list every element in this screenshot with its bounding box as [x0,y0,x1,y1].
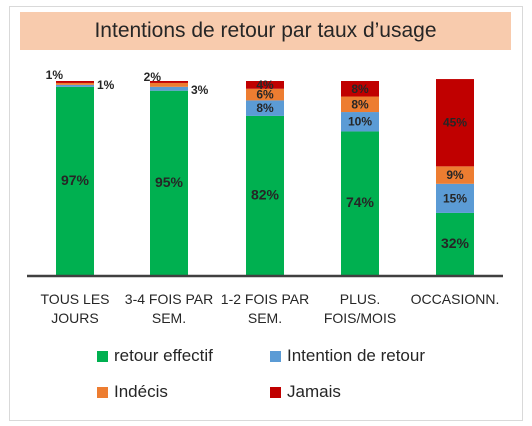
bar-intention-de-retour-0 [56,84,94,87]
bar-indecis-1 [150,82,188,87]
legend-label-jamais: Jamais [287,382,341,401]
data-label-jamais-2: 4% [256,78,274,92]
data-label-jamais-3: 8% [351,82,369,96]
bar-jamais-0 [56,81,94,83]
data-label-indecis-2: 6% [256,88,274,102]
data-label-indecis-3: 8% [351,97,369,111]
category-label-1-0: 3-4 FOIS PAR [125,291,213,307]
legend-item-retour-effectif: retour effectif [97,346,213,366]
bar-jamais-1 [150,81,188,83]
legend-swatch-intention-de-retour [270,350,281,362]
category-label-3-1: FOIS/MOIS [324,310,396,326]
data-label-indecis-4: 9% [446,168,464,182]
category-label-1-1: SEM. [152,310,186,326]
data-label-intention-de-retour-3: 10% [348,115,372,129]
bar-indecis-2 [246,88,284,101]
title-bar: Intentions de retour par taux d’usage [20,12,511,50]
data-label-intention-de-retour-0: 1% [97,78,115,92]
data-label-intention-de-retour-2: 8% [256,101,274,115]
legend-label-indecis: Indécis [114,382,168,401]
bar-indecis-3 [341,96,379,113]
bar-intention-de-retour-3 [341,112,379,132]
bar-indecis-4 [436,166,474,184]
data-label-jamais-4: 45% [443,116,467,130]
legend-swatch-indecis [97,386,108,398]
bar-jamais-3 [341,81,379,97]
legend-swatch-retour-effectif [97,350,108,362]
bar-retour-effectif-2 [246,115,284,275]
bar-jamais-2 [246,81,284,89]
category-label-4-0: OCCASIONN. [411,291,500,307]
bar-retour-effectif-4 [436,212,474,275]
legend-item-indecis: Indécis [97,382,168,402]
data-label-retour-effectif-2: 82% [251,186,280,202]
bar-retour-effectif-1 [150,90,188,275]
bar-retour-effectif-0 [56,86,94,275]
data-label-intention-de-retour-4: 15% [443,191,467,205]
data-label-retour-effectif-4: 32% [441,235,470,251]
chart-title: Intentions de retour par taux d’usage [94,19,437,42]
bar-intention-de-retour-4 [436,183,474,213]
data-label-jamais-0: 1% [46,68,64,82]
bar-intention-de-retour-2 [246,100,284,116]
data-label-retour-effectif-0: 97% [61,172,90,188]
bar-retour-effectif-3 [341,131,379,275]
data-label-retour-effectif-1: 95% [155,174,184,190]
category-label-2-1: SEM. [248,310,282,326]
category-label-0-0: TOUS LES [41,291,110,307]
bar-intention-de-retour-1 [150,86,188,91]
data-label-indecis-1: 2% [144,70,162,84]
data-label-retour-effectif-3: 74% [346,194,375,210]
bar-indecis-0 [56,82,94,85]
legend-label-intention-de-retour: Intention de retour [287,346,425,365]
category-label-0-1: JOURS [51,310,98,326]
legend-label-retour-effectif: retour effectif [114,346,213,365]
data-label-intention-de-retour-1: 3% [191,83,209,97]
category-label-2-0: 1-2 FOIS PAR [221,291,309,307]
category-label-3-0: PLUS. [340,291,380,307]
legend-item-intention-de-retour: Intention de retour [270,346,425,366]
legend-item-jamais: Jamais [270,382,341,402]
bar-jamais-4 [436,79,474,167]
legend-swatch-jamais [270,386,281,398]
